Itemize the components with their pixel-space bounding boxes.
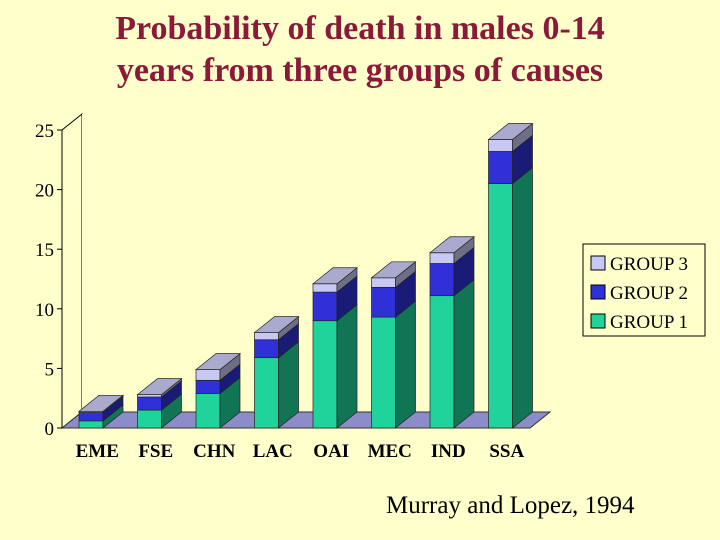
x-tick-label-mec: MEC (368, 441, 412, 462)
y-tick-label-15: 15 (35, 240, 54, 261)
bar-chn-group1-front (195, 393, 221, 429)
bar-ssa-group1-front (488, 183, 513, 429)
bar-oai-top (312, 267, 358, 285)
chart-title-line2: years from three groups of causes (116, 52, 604, 89)
bar-oai-group2-front (312, 291, 338, 322)
x-tick-label-ssa: SSA (489, 441, 524, 462)
legend-label-group1: GROUP 1 (610, 312, 688, 333)
bar-fse-group1-front (137, 409, 162, 429)
bar-fse-top (136, 378, 183, 395)
bar-lac-group2-front (254, 339, 279, 359)
bar-chn-group3-front (195, 369, 221, 381)
bar-group-oai (312, 267, 358, 429)
bar-oai-group3-front (312, 283, 338, 293)
bar-mec-group3-front (371, 277, 396, 288)
bar-lac-group3-front (254, 332, 279, 341)
y-tick-label-0: 0 (45, 419, 55, 440)
x-tick-label-eme: EME (76, 441, 119, 462)
bar-chn-group2-front (195, 379, 221, 394)
bar-group-eme (78, 394, 124, 429)
bar-eme-group2-front (78, 412, 104, 422)
bar-ind-group3-front (429, 252, 455, 264)
legend-label-group3: GROUP 3 (610, 254, 688, 275)
bar-ind-top (429, 236, 475, 254)
chart-title: Probability of death in males 0-14 years… (0, 8, 720, 92)
bar-fse-group2-front (137, 396, 162, 411)
source-citation: Murray and Lopez, 1994 (386, 492, 635, 519)
bar-oai-group1-side (336, 303, 358, 429)
bar-eme-top (78, 394, 124, 412)
x-tick-label-ind: IND (431, 441, 466, 462)
bar-ind-group1-front (429, 295, 455, 429)
y-tick-label-25: 25 (35, 121, 54, 142)
bar-group-mec (370, 261, 417, 429)
bar-group-ind (429, 236, 475, 429)
legend-swatch-group1 (590, 313, 606, 329)
chart-title-line1: Probability of death in males 0-14 (115, 10, 605, 47)
bar-ssa-group1-side (512, 166, 533, 429)
y-tick-label-10: 10 (35, 300, 54, 321)
bar-fse-group3-front (137, 394, 162, 398)
bar-chn-top (195, 353, 241, 370)
legend-swatch-group2 (590, 284, 606, 300)
y-tick-label-5: 5 (45, 359, 55, 380)
legend-swatch-group3 (590, 255, 606, 271)
bar-oai-group1-front (312, 320, 338, 429)
chart-floor (60, 411, 552, 429)
bar-group-fse (136, 377, 183, 429)
x-tick-label-lac: LAC (253, 441, 293, 462)
chart-side-wall (61, 112, 83, 430)
x-tick-label-oai: OAI (313, 441, 349, 462)
bar-mec-group1-front (371, 316, 396, 429)
bar-eme-group1-front (78, 420, 104, 429)
bar-group-lac (253, 315, 300, 429)
bar-group-chn (195, 352, 241, 429)
y-tick-label-20: 20 (35, 181, 54, 202)
x-tick-label-fse: FSE (138, 441, 173, 462)
bar-group-ssa (487, 122, 534, 429)
bar-ssa-top (487, 123, 534, 140)
bar-mec-top (370, 261, 417, 279)
bar-lac-top (253, 316, 300, 333)
bar-lac-group1-front (254, 357, 279, 429)
bar-ind-group1-side (453, 278, 475, 429)
bar-ssa-group2-front (488, 151, 513, 184)
bar-mec-group2-front (371, 286, 396, 318)
bar-ssa-group3-front (488, 139, 513, 152)
legend-label-group2: GROUP 2 (610, 283, 688, 304)
x-tick-label-chn: CHN (193, 441, 236, 462)
bar-ind-group2-front (429, 263, 455, 297)
bar-mec-group1-side (395, 300, 416, 429)
